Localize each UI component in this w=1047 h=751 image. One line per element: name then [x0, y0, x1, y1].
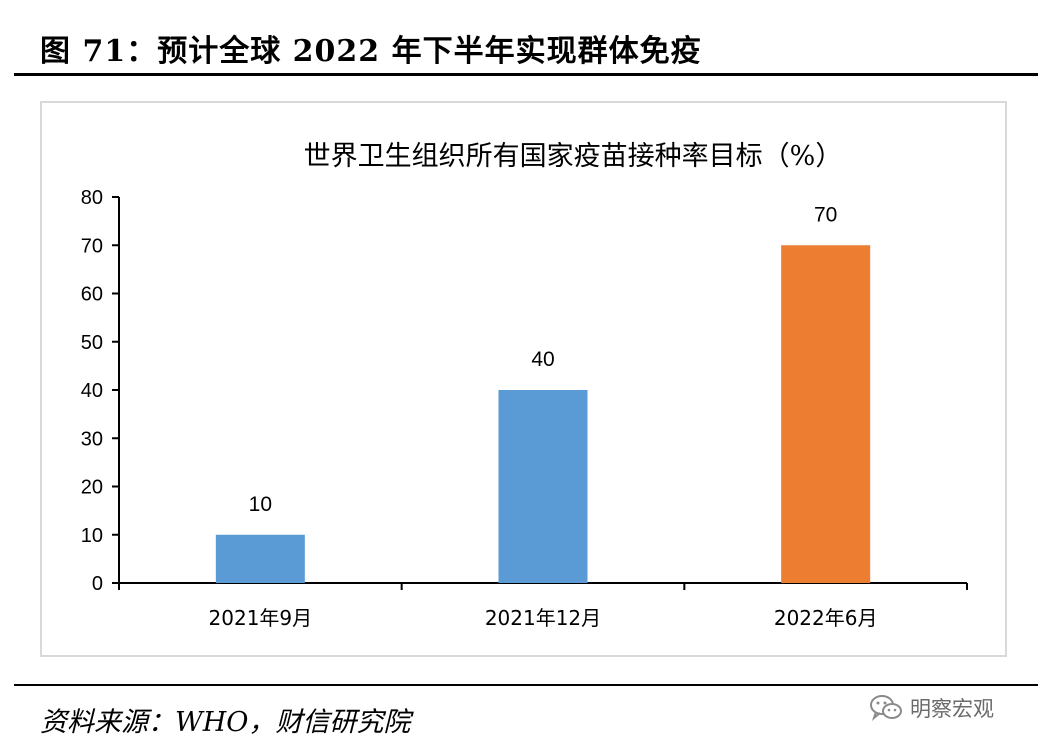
- chart-title: 世界卫生组织所有国家疫苗接种率目标（%）: [304, 141, 843, 172]
- bottom-rule: [14, 684, 1038, 686]
- bar-3: [781, 245, 871, 583]
- bar-2: [498, 390, 588, 583]
- y-tick-label: 30: [81, 428, 103, 450]
- x-category-label: 2022年6月: [774, 606, 878, 630]
- data-label: 10: [249, 493, 272, 516]
- x-category-label: 2021年12月: [485, 606, 601, 630]
- watermark: 明察宏观: [868, 690, 994, 726]
- bar-chart: 世界卫生组织所有国家疫苗接种率目标（%） 0 10 20 30 40 50 60 70 80 10 2…: [81, 141, 968, 630]
- y-tick-label: 80: [81, 187, 103, 209]
- y-tick-label: 0: [92, 573, 103, 595]
- y-tick-label: 40: [81, 380, 103, 402]
- top-rule: [14, 73, 1038, 76]
- data-label: 40: [531, 348, 554, 371]
- y-tick-label: 20: [81, 477, 103, 499]
- watermark-text: 明察宏观: [910, 697, 994, 721]
- y-tick-label: 10: [81, 525, 103, 547]
- y-tick-label: 70: [81, 235, 103, 257]
- x-category-label: 2021年9月: [209, 606, 313, 630]
- y-tick-label: 50: [81, 332, 103, 354]
- figure-title: 图 71：预计全球 2022 年下半年实现群体免疫: [40, 34, 702, 69]
- chart-frame: 世界卫生组织所有国家疫苗接种率目标（%） 0 10 20 30 40 50 60 70 80 10 2…: [40, 101, 1007, 657]
- bar-1: [215, 534, 305, 583]
- y-tick-label: 60: [81, 284, 103, 306]
- data-label: 70: [814, 203, 837, 226]
- source-note: 资料来源：WHO，财信研究院: [40, 707, 411, 738]
- wechat-icon: [868, 693, 904, 723]
